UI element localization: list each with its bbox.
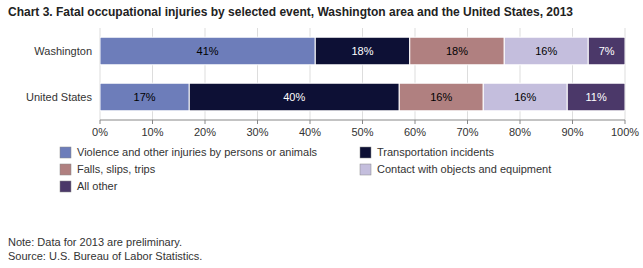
tick-mark [572, 120, 573, 124]
tick-label: 20% [194, 126, 216, 138]
data-label: 41% [197, 45, 219, 57]
tick-label: 70% [456, 126, 478, 138]
tick-label: 80% [509, 126, 531, 138]
tick-mark [205, 120, 206, 124]
data-label: 16% [535, 45, 557, 57]
tick-mark [310, 120, 311, 124]
tick-mark [362, 120, 363, 124]
bar-segment [410, 37, 505, 65]
data-label: 16% [430, 91, 452, 103]
legend-label: All other [77, 180, 118, 192]
legend-swatch [360, 164, 371, 175]
tick-label: 60% [404, 126, 426, 138]
data-label: 7% [599, 45, 615, 57]
legend-label: Contact with objects and equipment [377, 163, 551, 175]
bars [100, 37, 625, 111]
bar-segment [315, 37, 410, 65]
data-label: 18% [446, 45, 468, 57]
tick-label: 10% [141, 126, 163, 138]
legend: Violence and other injuries by persons o… [60, 146, 551, 192]
data-label: 11% [586, 91, 607, 103]
tick-mark [415, 120, 416, 124]
category-label: United States [26, 91, 93, 103]
tick-mark [625, 120, 626, 124]
category-label: Washington [34, 45, 92, 57]
bar-segment [567, 83, 625, 111]
tick-label: 30% [246, 126, 268, 138]
tick-label: 100% [611, 126, 639, 138]
bar-segment [100, 37, 315, 65]
bar-segment [588, 37, 625, 65]
data-labels: 17% 40% 16% 16% 11% 41% 18% 18% 16% 7% [134, 45, 615, 103]
legend-swatch [360, 147, 371, 158]
annotation: Source: U.S. Bureau of Labor Statistics. [8, 250, 202, 262]
tick-mark [257, 120, 258, 124]
data-label: 40% [283, 91, 305, 103]
bar-segment [483, 83, 567, 111]
tick-mark [467, 120, 468, 124]
x-axis [100, 120, 625, 121]
tick-label: 50% [351, 126, 373, 138]
legend-label: Falls, slips, trips [77, 163, 156, 175]
tick-mark [100, 120, 101, 124]
tick-label: 90% [561, 126, 583, 138]
chart: Chart 3. Fatal occupational injuries by … [0, 0, 643, 268]
bar-segment [399, 83, 483, 111]
tick-label: 0% [92, 126, 108, 138]
annotation: Note: Data for 2013 are preliminary. [8, 236, 182, 248]
tick-label: 40% [299, 126, 321, 138]
tick-mark [152, 120, 153, 124]
legend-swatch [60, 164, 71, 175]
bar-segment [189, 83, 399, 111]
grid [100, 28, 625, 120]
bar-segment [504, 37, 588, 65]
legend-swatch [60, 181, 71, 192]
legend-label: Transportation incidents [377, 146, 494, 158]
legend-label: Violence and other injuries by persons o… [77, 146, 318, 158]
bar-segment [100, 83, 189, 111]
data-label: 17% [134, 91, 156, 103]
data-label: 16% [514, 91, 536, 103]
tick-mark [520, 120, 521, 124]
legend-swatch [60, 147, 71, 158]
data-label: 18% [351, 45, 373, 57]
title: Chart 3. Fatal occupational injuries by … [8, 5, 573, 19]
